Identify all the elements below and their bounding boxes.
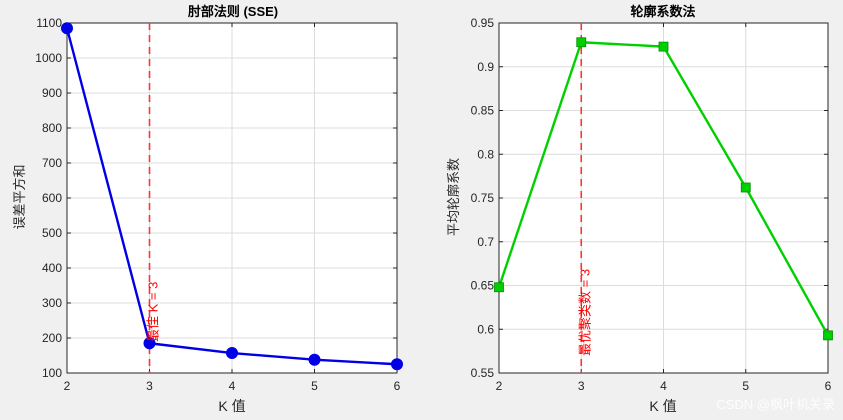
y-tick-label: 900 — [42, 86, 62, 100]
elbow-chart: 肘部法则 (SSE) K 值 误差平方和 2 3 4 5 6 100 200 300 400 50… — [12, 4, 403, 414]
y-tick-label: 100 — [42, 366, 62, 380]
x-tick-label: 4 — [660, 379, 667, 393]
y-tick-label: 600 — [42, 191, 62, 205]
x-tick-label: 2 — [496, 379, 503, 393]
y-tick-label: 200 — [42, 331, 62, 345]
y-tick-label: 0.9 — [477, 60, 494, 74]
data-point — [143, 337, 156, 350]
y-tick-label: 0.8 — [477, 147, 494, 161]
silhouette-chart-title: 轮廓系数法 — [630, 4, 695, 19]
data-point — [740, 182, 751, 193]
data-point — [61, 22, 73, 35]
y-tick-label: 1000 — [35, 51, 62, 65]
data-point — [658, 41, 669, 52]
x-tick-label: 3 — [146, 379, 153, 393]
y-tick-label: 800 — [42, 121, 62, 135]
x-tick-label: 5 — [742, 379, 749, 393]
elbow-chart-title: 肘部法则 (SSE) — [188, 4, 278, 19]
silhouette-chart-ylabel: 平均轮廓系数 — [446, 158, 461, 236]
y-tick-label: 300 — [42, 296, 62, 310]
y-tick-label: 1100 — [36, 16, 62, 30]
y-tick-label: 0.55 — [471, 366, 495, 380]
watermark-text: CSDN @枫叶机关录 — [716, 397, 835, 412]
data-point — [226, 347, 238, 360]
data-point — [391, 358, 403, 371]
y-tick-label: 700 — [42, 156, 62, 170]
y-tick-label: 0.85 — [471, 104, 495, 118]
x-tick-label: 4 — [229, 379, 236, 393]
y-tick-label: 0.75 — [471, 191, 495, 205]
reference-annotation: 最佳 K = 3 — [146, 282, 161, 342]
silhouette-chart: 轮廓系数法 K 值 平均轮廓系数 2 3 4 5 6 0.55 0.6 0.65 0.7 0.75… — [446, 4, 833, 414]
x-tick-label: 2 — [64, 379, 71, 393]
x-tick-label: 5 — [311, 379, 318, 393]
reference-annotation: 最优聚类数 = 3 — [577, 269, 592, 356]
x-tick-label: 6 — [394, 379, 401, 393]
data-point — [494, 282, 504, 293]
data-point — [823, 330, 833, 341]
x-tick-label: 6 — [825, 379, 832, 393]
elbow-chart-xlabel: K 值 — [218, 398, 245, 414]
elbow-chart-ylabel: 误差平方和 — [12, 164, 27, 229]
silhouette-chart-xlabel: K 值 — [649, 398, 676, 414]
y-tick-label: 0.6 — [477, 322, 494, 336]
data-point — [576, 37, 587, 48]
x-tick-label: 3 — [578, 379, 585, 393]
data-point — [308, 353, 321, 366]
y-tick-label: 0.65 — [471, 279, 495, 293]
y-tick-label: 400 — [42, 261, 62, 275]
y-tick-label: 0.7 — [477, 235, 494, 249]
y-tick-label: 500 — [42, 226, 62, 240]
y-tick-label: 0.95 — [471, 16, 495, 30]
